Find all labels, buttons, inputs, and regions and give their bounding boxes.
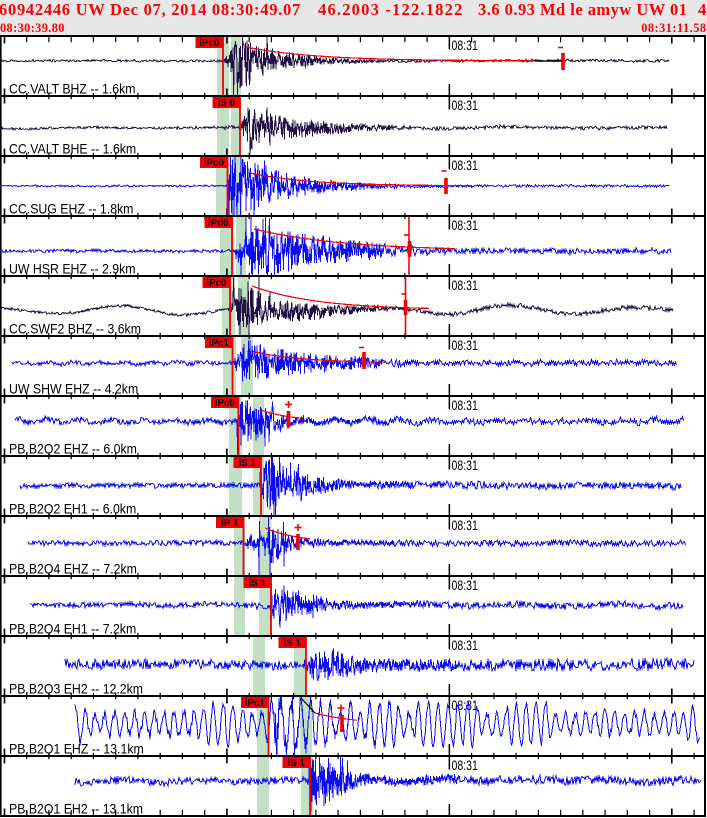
svg-text:iS 1: iS 1 bbox=[239, 458, 257, 469]
svg-text:iPc0: iPc0 bbox=[199, 38, 220, 49]
svg-text:08:31: 08:31 bbox=[452, 578, 479, 594]
svg-text:PB.B2Q4 EHZ -- 7.2km: PB.B2Q4 EHZ -- 7.2km bbox=[9, 561, 137, 577]
svg-text:PB.B2Q4 EH1 -- 7.2km: PB.B2Q4 EH1 -- 7.2km bbox=[9, 621, 136, 637]
svg-text:08:31: 08:31 bbox=[452, 338, 479, 354]
svg-text:08:31: 08:31 bbox=[452, 158, 479, 174]
svg-text:CC.VALT BHE -- 1.6km: CC.VALT BHE -- 1.6km bbox=[9, 141, 136, 157]
svg-text:iS 1: iS 1 bbox=[284, 638, 302, 649]
svg-text:08:31: 08:31 bbox=[452, 398, 479, 414]
svg-text:iP 1: iP 1 bbox=[221, 518, 239, 529]
svg-text:PB.B2Q2 EHZ -- 6.0km: PB.B2Q2 EHZ -- 6.0km bbox=[9, 441, 137, 457]
svg-text:iPc0: iPc0 bbox=[204, 158, 225, 169]
svg-text:UW SHW EHZ -- 4.2km: UW SHW EHZ -- 4.2km bbox=[9, 381, 138, 397]
svg-text:08:31:11.58: 08:31:11.58 bbox=[641, 21, 706, 35]
svg-text:CC.SWF2 BHZ -- 3.6km: CC.SWF2 BHZ -- 3.6km bbox=[9, 321, 141, 337]
svg-text:UW HSR EHZ -- 2.9km: UW HSR EHZ -- 2.9km bbox=[9, 261, 136, 277]
svg-text:08:31: 08:31 bbox=[452, 218, 479, 234]
svg-text:iS 1: iS 1 bbox=[288, 758, 306, 769]
svg-text:CC.VALT BHZ -- 1.6km: CC.VALT BHZ -- 1.6km bbox=[9, 81, 136, 97]
svg-text:08:31: 08:31 bbox=[452, 98, 479, 114]
svg-text:PB.B2Q3 EH2 -- 12.2km: PB.B2Q3 EH2 -- 12.2km bbox=[9, 681, 143, 697]
svg-text:PB.B2Q2 EH1 -- 6.0km: PB.B2Q2 EH1 -- 6.0km bbox=[9, 501, 136, 517]
svg-text:08:31: 08:31 bbox=[452, 278, 479, 294]
svg-text:08:31: 08:31 bbox=[452, 698, 479, 714]
svg-text:iPc0: iPc0 bbox=[215, 398, 236, 409]
svg-text:08:30:39.80: 08:30:39.80 bbox=[0, 21, 65, 35]
svg-text:iPd0: iPd0 bbox=[208, 218, 229, 229]
svg-text:3.6 0.93 Md le amyw UW 01: 3.6 0.93 Md le amyw UW 01 bbox=[478, 0, 687, 19]
svg-text:iS 1: iS 1 bbox=[249, 578, 267, 589]
svg-text:iPc0: iPc0 bbox=[206, 278, 227, 289]
svg-text:46.2003 -122.1822: 46.2003 -122.1822 bbox=[318, 0, 464, 19]
svg-text:60942446 UW Dec 07, 2014 08:30: 60942446 UW Dec 07, 2014 08:30:49.07 bbox=[0, 0, 301, 19]
svg-text:iPc1: iPc1 bbox=[245, 698, 266, 709]
svg-text:iS 0: iS 0 bbox=[218, 98, 236, 109]
svg-text:08:31: 08:31 bbox=[452, 638, 479, 654]
svg-text:08:31: 08:31 bbox=[452, 758, 479, 774]
svg-text:PB.B2Q1 EH2 -- 13.1km: PB.B2Q1 EH2 -- 13.1km bbox=[9, 801, 143, 817]
svg-text:iPc1: iPc1 bbox=[209, 338, 230, 349]
svg-text:CC.SUG EHZ -- 1.8km: CC.SUG EHZ -- 1.8km bbox=[9, 201, 133, 217]
svg-text:4: 4 bbox=[698, 0, 706, 19]
svg-text:08:31: 08:31 bbox=[452, 458, 479, 474]
svg-text:PB.B2Q1 EHZ -- 13.1km: PB.B2Q1 EHZ -- 13.1km bbox=[9, 741, 144, 757]
svg-text:08:31: 08:31 bbox=[452, 518, 479, 534]
svg-text:08:31: 08:31 bbox=[452, 38, 479, 54]
